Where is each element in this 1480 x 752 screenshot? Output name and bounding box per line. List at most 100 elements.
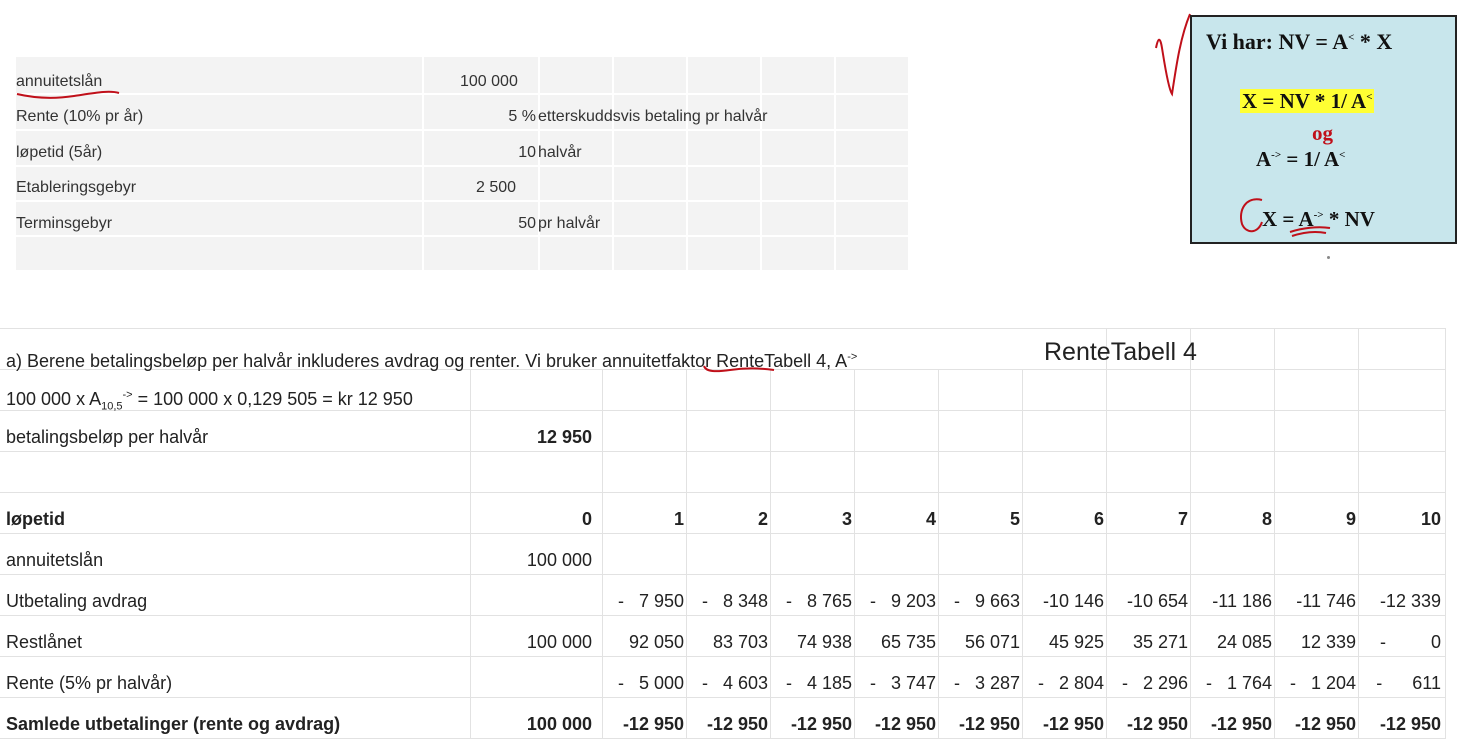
intro-text: a) Berene betalingsbeløp per halvår inkl… — [6, 346, 857, 372]
intro-sup: -> — [847, 351, 858, 363]
grid-line — [834, 57, 836, 270]
input-label: løpetid (5år) — [16, 144, 103, 161]
calc-sup: -> — [122, 389, 133, 401]
table-cell: -10 654 — [1126, 591, 1188, 611]
table-cell: - 8 765 — [785, 591, 852, 611]
row-label: Samlede utbetalinger (rente og avdrag) — [6, 714, 341, 734]
table-cell: 74 938 — [796, 632, 852, 652]
calc-text: 100 000 x A — [6, 389, 102, 409]
formula-line-5: X = A-> * NV — [1262, 207, 1375, 232]
table-cell: -12 950 — [790, 714, 852, 734]
table-cell: -11 186 — [1212, 591, 1272, 611]
table-cell: -12 950 — [622, 714, 684, 734]
table-cell: -12 339 — [1379, 591, 1441, 611]
table-cell: - 4 185 — [785, 673, 852, 693]
formula-text: A — [1256, 147, 1272, 171]
table-cell: -12 950 — [1294, 714, 1356, 734]
calc-sub: 10,5 — [101, 400, 123, 413]
formula-text: Vi har: NV = A — [1206, 29, 1349, 54]
table-cell: -12 950 — [874, 714, 936, 734]
table-cell: - 7 950 — [617, 591, 684, 611]
table-cell: 56 071 — [964, 632, 1020, 652]
period-header: 3 — [841, 509, 852, 529]
dot — [1327, 256, 1330, 259]
table-cell: - 4 603 — [701, 673, 768, 693]
period-header: 5 — [1009, 509, 1020, 529]
input-note: pr halvår — [538, 215, 601, 232]
input-note: etterskuddsvis betaling pr halvår — [538, 108, 768, 125]
row-label: Rente (5% pr halvår) — [6, 673, 173, 693]
input-value: 50 — [518, 215, 536, 232]
input-label: Terminsgebyr — [16, 215, 113, 232]
table-cell: -12 950 — [958, 714, 1020, 734]
table-cell: - 8 348 — [701, 591, 768, 611]
input-label: annuitetslån — [16, 73, 103, 90]
formula-sup: -> — [1271, 149, 1282, 161]
table-cell: - 1 204 — [1289, 673, 1356, 693]
grid-line — [16, 129, 908, 131]
table-cell: 24 085 — [1216, 632, 1272, 652]
input-value: 2 500 — [476, 179, 517, 196]
grid-line — [760, 57, 762, 270]
table-cell: - 5 000 — [617, 673, 684, 693]
input-note: halvår — [538, 144, 582, 161]
period-header: 1 — [673, 509, 684, 529]
calc-text: = 100 000 x 0,129 505 = kr 12 950 — [132, 389, 413, 409]
spreadsheet: a) Berene betalingsbeløp per halvår inkl… — [0, 328, 1446, 742]
period-header: 0 — [581, 509, 592, 529]
period-header: 8 — [1261, 509, 1272, 529]
input-label: Rente (10% pr år) — [16, 108, 144, 125]
payment-value: 12 950 — [536, 427, 592, 447]
table-cell: 35 271 — [1132, 632, 1188, 652]
grid-line — [538, 57, 540, 270]
table-cell: -12 950 — [1210, 714, 1272, 734]
table-cell: - 2 296 — [1121, 673, 1188, 693]
formula-og: og — [1312, 121, 1333, 145]
period-header: 4 — [925, 509, 936, 529]
table-cell: -12 950 — [1126, 714, 1188, 734]
table-cell: - 2 804 — [1037, 673, 1104, 693]
grid-line — [16, 93, 908, 95]
table-cell: 92 050 — [628, 632, 684, 652]
table-cell: - 1 764 — [1205, 673, 1272, 693]
period-header: 10 — [1420, 509, 1441, 529]
input-value: 100 000 — [460, 73, 518, 90]
intro-text-main: a) Berene betalingsbeløp per halvår inkl… — [6, 351, 848, 371]
formula-sup: < — [1339, 149, 1346, 161]
grid-line — [16, 165, 908, 167]
table-cell: 12 339 — [1300, 632, 1356, 652]
grid-line — [16, 235, 908, 237]
period-header: 7 — [1177, 509, 1188, 529]
period-header: 6 — [1093, 509, 1104, 529]
payment-label: betalingsbeløp per halvår — [6, 427, 209, 447]
period-header: 9 — [1345, 509, 1356, 529]
row-label: Restlånet — [6, 632, 83, 652]
formula-line-2: X = NV * 1/ A< — [1240, 89, 1375, 114]
table-cell: - 3 287 — [953, 673, 1020, 693]
table-cell: 83 703 — [712, 632, 768, 652]
formula-text: * NV — [1323, 207, 1375, 231]
input-value: 10 — [518, 144, 536, 161]
table-cell: -12 950 — [1379, 714, 1441, 734]
formula-box: Vi har: NV = A< * X X = NV * 1/ A< og A-… — [1190, 15, 1457, 244]
formula-text: * X — [1354, 29, 1393, 54]
table-cell: - 611 — [1376, 673, 1441, 693]
formula-sup: < — [1348, 31, 1355, 44]
formula-text: X = A — [1262, 207, 1314, 231]
table-cell: -12 950 — [706, 714, 768, 734]
calc-formula: 100 000 x A10,5-> = 100 000 x 0,129 505 … — [6, 384, 413, 418]
table-cell: 100 000 — [526, 632, 592, 652]
table-cell: 100 000 — [526, 714, 592, 734]
input-label: Etableringsgebyr — [16, 179, 137, 196]
input-table: annuitetslån 100 000 Rente (10% pr år) 5… — [16, 57, 908, 270]
table-cell: - 9 203 — [869, 591, 936, 611]
table-cell: -12 950 — [1042, 714, 1104, 734]
period-header: 2 — [757, 509, 768, 529]
grid-line — [422, 57, 424, 270]
formula-text: X = NV * 1/ A — [1242, 89, 1367, 113]
formula-sup: < — [1366, 91, 1373, 103]
table-cell: 45 925 — [1048, 632, 1104, 652]
table-cell: - 0 — [1379, 632, 1441, 652]
table-cell: 65 735 — [880, 632, 936, 652]
table-cell: - 9 663 — [953, 591, 1020, 611]
